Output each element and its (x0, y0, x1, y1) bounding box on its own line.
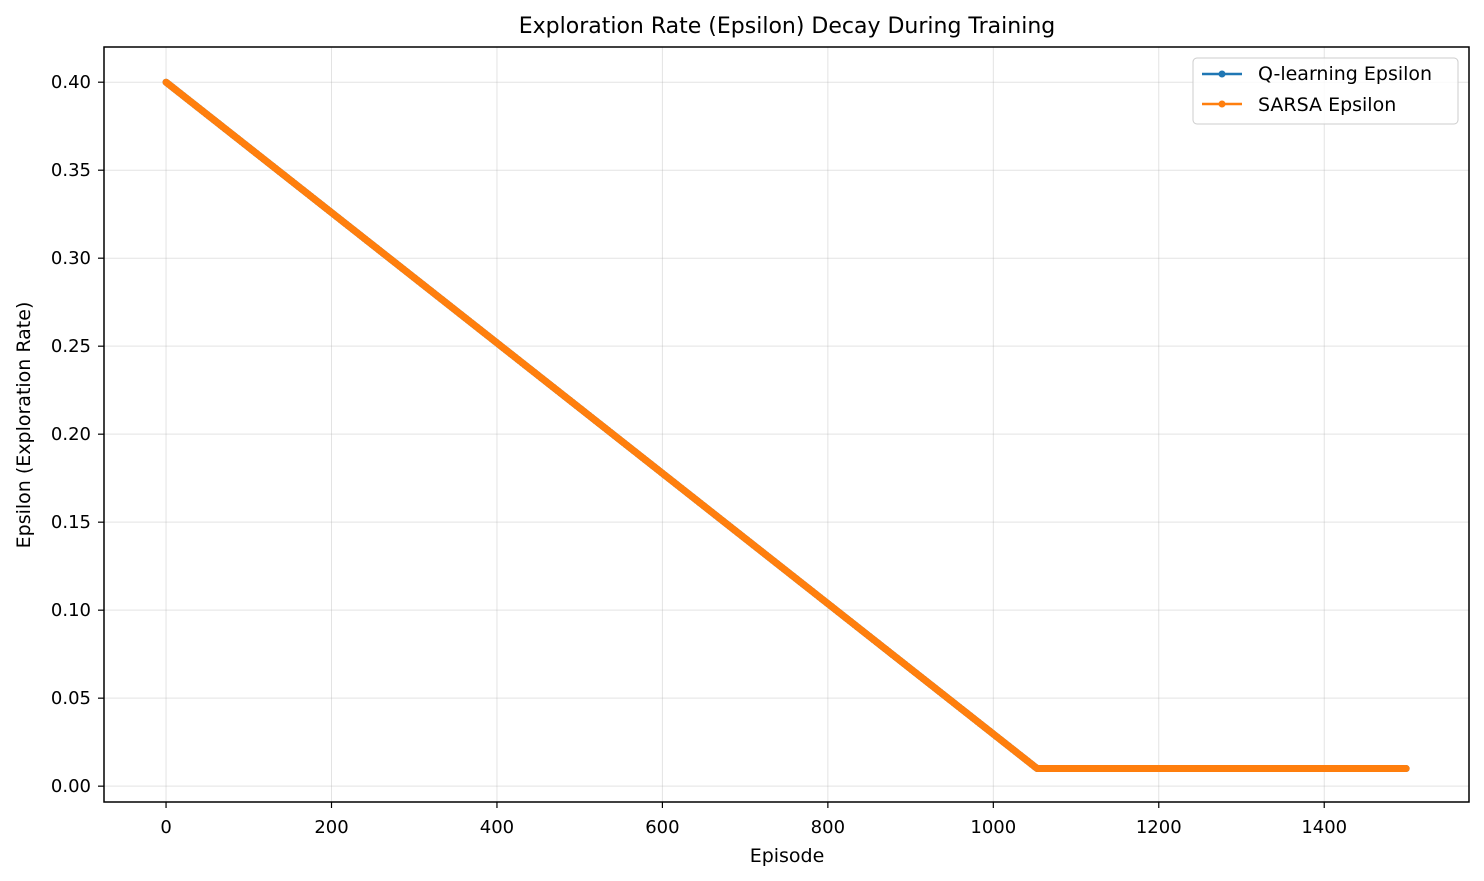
legend: Q-learning Epsilon SARSA Epsilon (1192, 57, 1459, 125)
x-tick-label: 1000 (970, 817, 1016, 838)
chart-title: Exploration Rate (Epsilon) Decay During … (519, 14, 1056, 39)
x-tick-label: 0 (160, 817, 171, 838)
legend-marker-q-learning (1218, 70, 1226, 78)
legend-label-q-learning: Q-learning Epsilon (1258, 63, 1432, 85)
y-axis-label: Epsilon (Exploration Rate) (13, 302, 35, 549)
legend-box (1192, 57, 1459, 125)
x-tick-label: 800 (811, 817, 845, 838)
y-tick-label: 0.05 (51, 688, 91, 709)
series-line (165, 81, 1407, 770)
x-tick-label: 1200 (1136, 817, 1182, 838)
series-q-learning-epsilon (162, 78, 1410, 773)
legend-marker-sarsa (1218, 100, 1226, 108)
x-tick-label: 400 (480, 817, 514, 838)
y-tick-label: 0.30 (51, 248, 91, 269)
series-line (165, 81, 1407, 770)
y-tick-label: 0.25 (51, 336, 91, 357)
y-tick-label: 0.10 (51, 600, 91, 621)
x-axis-label: Episode (750, 845, 825, 867)
data-point (1402, 765, 1410, 773)
legend-label-sarsa: SARSA Epsilon (1258, 94, 1396, 116)
series-markers (162, 78, 1410, 773)
series-layer (162, 78, 1410, 773)
x-tick-label: 1400 (1301, 817, 1347, 838)
y-tick-label: 0.40 (51, 72, 91, 93)
x-tick-label: 200 (314, 817, 348, 838)
grid (104, 47, 1469, 802)
y-tick-label: 0.20 (51, 424, 91, 445)
series-sarsa-epsilon (162, 78, 1410, 773)
y-tick-label: 0.15 (51, 512, 91, 533)
y-tick-label: 0.35 (51, 160, 91, 181)
x-tick-label: 600 (645, 817, 679, 838)
ticks: 0 200 400 600 800 1000 1200 1400 0.00 0.05 0.10 0.1… (51, 72, 1347, 838)
plot-frame (103, 46, 1470, 803)
y-tick-label: 0.00 (51, 776, 91, 797)
series-markers (162, 78, 1410, 773)
